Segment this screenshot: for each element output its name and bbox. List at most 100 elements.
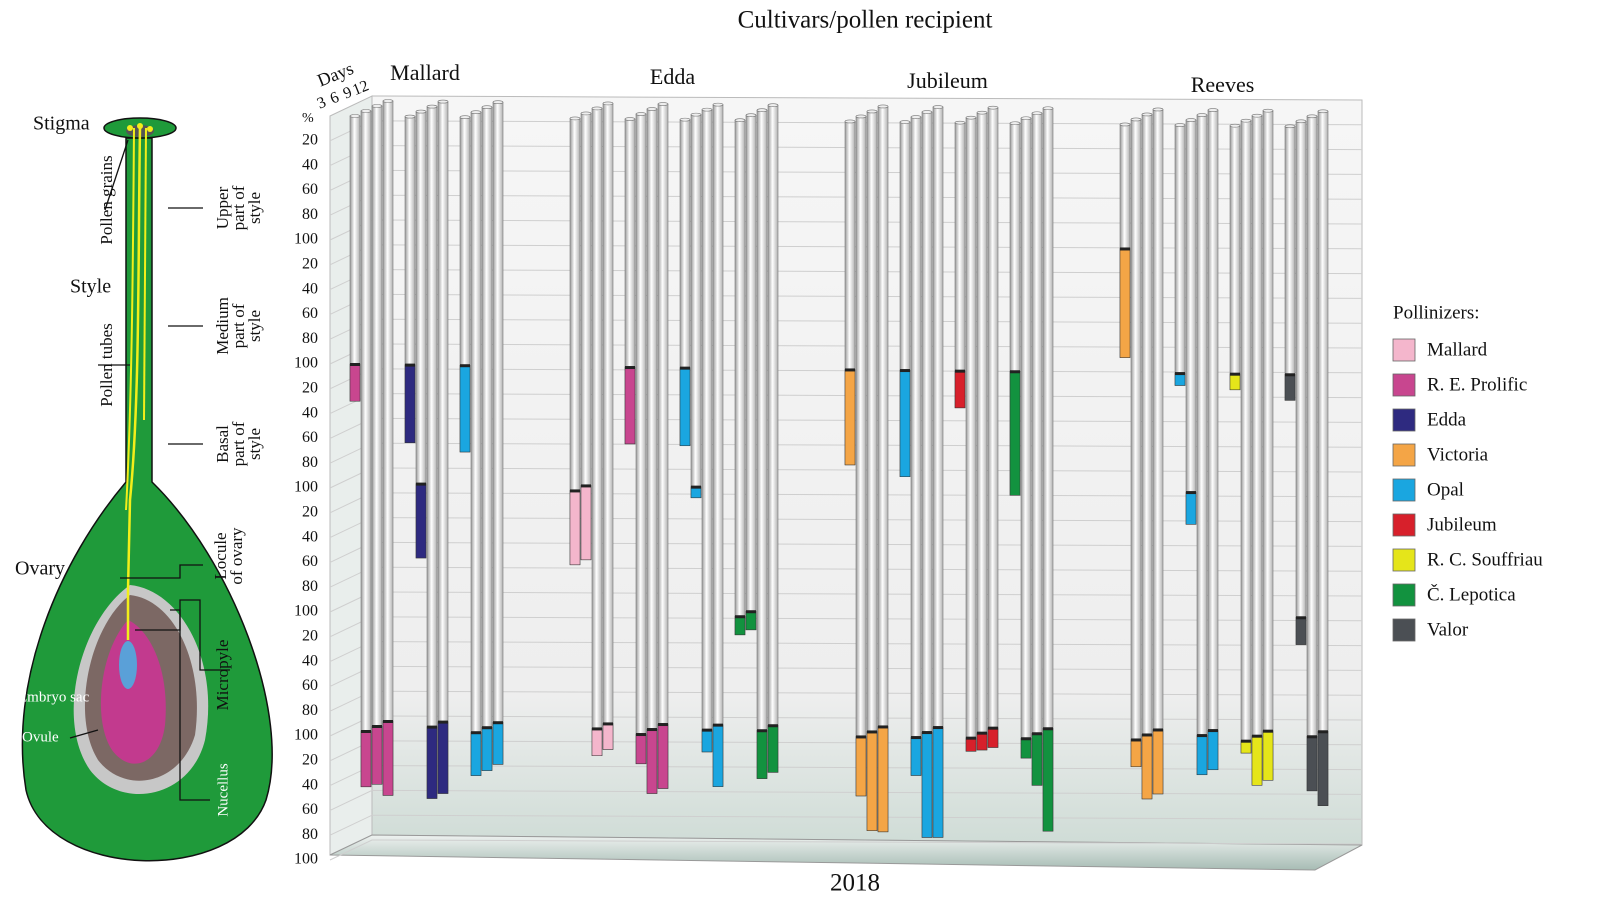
bar-top bbox=[1229, 123, 1241, 128]
category-label: Edda bbox=[650, 64, 695, 89]
y-tick-label: 40 bbox=[302, 156, 318, 173]
grid-line bbox=[329, 814, 1363, 836]
bar-top bbox=[877, 104, 889, 109]
y-tick-label: 80 bbox=[302, 702, 318, 719]
bar-body bbox=[976, 112, 988, 751]
bar-segment bbox=[1306, 736, 1318, 792]
segment-cap bbox=[757, 729, 767, 733]
bar-top bbox=[404, 114, 416, 119]
legend-label: R. E. Prolific bbox=[1427, 374, 1527, 395]
bar-top bbox=[1185, 118, 1197, 122]
segment-cap bbox=[768, 724, 778, 728]
bar-body bbox=[360, 110, 372, 788]
bar-segment bbox=[767, 724, 779, 773]
segment-cap bbox=[482, 726, 492, 730]
legend-swatch bbox=[1392, 548, 1416, 572]
legend-swatch bbox=[1392, 513, 1416, 537]
bar-top bbox=[899, 120, 911, 124]
diagram-label: Stigma bbox=[33, 113, 90, 135]
bar-segment bbox=[1141, 734, 1153, 800]
bar-body bbox=[987, 107, 999, 748]
bar-body bbox=[1262, 110, 1274, 781]
bar-body bbox=[1042, 107, 1054, 832]
diagram-label: Basal bbox=[213, 425, 232, 463]
segment-cap bbox=[1263, 729, 1273, 733]
bar-top bbox=[1240, 118, 1252, 123]
legend-label: Edda bbox=[1427, 409, 1467, 430]
bar-top bbox=[591, 106, 603, 111]
bar-top bbox=[437, 99, 449, 104]
legend-swatch bbox=[1392, 478, 1416, 502]
bar-top bbox=[1196, 113, 1208, 117]
segment-cap bbox=[1230, 372, 1240, 376]
x-axis-label: 2018 bbox=[830, 870, 880, 897]
bar-segment bbox=[646, 728, 658, 794]
legend-label: Opal bbox=[1427, 479, 1464, 500]
bar-body bbox=[657, 103, 669, 789]
segment-cap bbox=[1131, 738, 1141, 742]
bar-segment bbox=[1152, 729, 1164, 795]
bar-top bbox=[910, 115, 922, 119]
bar-top bbox=[624, 117, 636, 121]
segment-cap bbox=[878, 725, 888, 729]
y-tick-label: 60 bbox=[302, 305, 318, 322]
bar-body bbox=[921, 111, 933, 838]
bar-segment bbox=[855, 736, 867, 797]
y-tick-label: 20 bbox=[302, 379, 318, 396]
y-tick-label: 60 bbox=[302, 801, 318, 818]
bar-top bbox=[701, 107, 713, 112]
bar-top bbox=[745, 113, 757, 118]
legend-label: Č. Lepotica bbox=[1427, 583, 1516, 605]
bar-segment bbox=[569, 490, 581, 566]
segment-cap bbox=[1186, 491, 1196, 495]
segment-cap bbox=[845, 368, 855, 372]
bar-top bbox=[1119, 122, 1131, 127]
segment-cap bbox=[1252, 734, 1262, 738]
bar-body bbox=[745, 114, 757, 631]
bar-segment bbox=[657, 723, 669, 789]
segment-cap bbox=[988, 726, 998, 730]
segment-cap bbox=[1120, 247, 1130, 251]
segment-cap bbox=[911, 736, 921, 740]
y-tick-label: 100 bbox=[294, 603, 318, 620]
bar-segment bbox=[877, 726, 889, 833]
bar-top bbox=[712, 102, 724, 107]
bar-body bbox=[767, 104, 779, 773]
bar-top bbox=[481, 105, 493, 110]
y-tick-label: 80 bbox=[302, 826, 318, 843]
bar-body bbox=[1185, 119, 1197, 525]
y-tick-label: 40 bbox=[302, 652, 318, 669]
bar-segment bbox=[1262, 730, 1274, 781]
bar-body bbox=[1141, 114, 1153, 800]
bar-body bbox=[1207, 109, 1219, 771]
bar-top bbox=[1031, 111, 1043, 116]
bar-top bbox=[1174, 123, 1186, 127]
bar-top bbox=[1262, 108, 1274, 113]
bar-body bbox=[1031, 112, 1043, 786]
bar-segment bbox=[701, 729, 713, 753]
segment-cap bbox=[460, 364, 470, 368]
segment-cap bbox=[1208, 729, 1218, 733]
y-tick-label: 80 bbox=[302, 454, 318, 471]
segment-cap bbox=[1197, 734, 1207, 738]
bar-body bbox=[910, 116, 922, 776]
legend-label: Victoria bbox=[1427, 444, 1489, 465]
bar-segment bbox=[1295, 617, 1307, 645]
bar-segment bbox=[1207, 729, 1219, 771]
segment-cap bbox=[735, 615, 745, 619]
bar-body bbox=[1317, 110, 1329, 806]
depth-tick-label: 3 bbox=[315, 94, 329, 113]
segment-cap bbox=[350, 363, 360, 366]
bar-body bbox=[756, 109, 768, 779]
diagram-label: style bbox=[245, 192, 264, 224]
segment-cap bbox=[1010, 370, 1020, 374]
bar-top bbox=[382, 99, 394, 103]
diagram-label: part of bbox=[229, 185, 248, 230]
bar-body bbox=[1251, 115, 1263, 786]
bar-top bbox=[1152, 107, 1164, 112]
bar-top bbox=[580, 111, 592, 116]
bar-body bbox=[965, 117, 977, 752]
legend-swatch bbox=[1392, 618, 1416, 642]
depth-axis-label: Days bbox=[314, 58, 356, 90]
bar-body bbox=[701, 109, 713, 753]
